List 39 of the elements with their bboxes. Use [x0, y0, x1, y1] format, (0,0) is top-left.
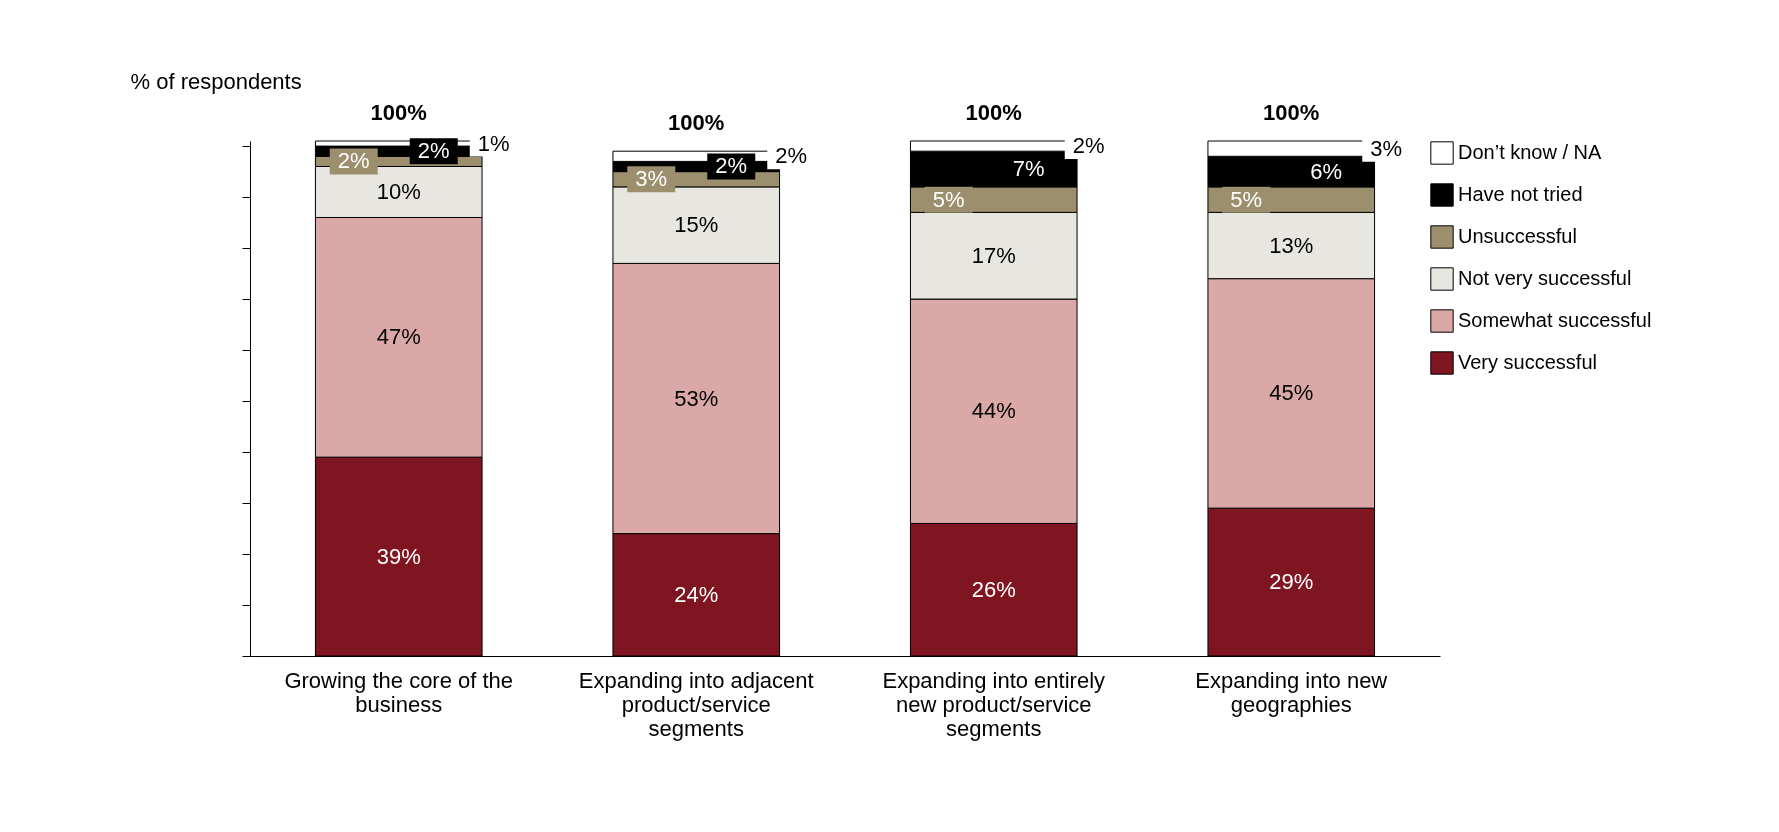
total-label: 100%: [370, 100, 427, 125]
data-label: 5%: [1230, 186, 1263, 212]
legend-label: Somewhat successful: [1458, 309, 1652, 331]
data-label: 47%: [376, 324, 421, 350]
legend-label: Unsuccessful: [1458, 225, 1577, 247]
y-axis-title: % of respondents: [130, 68, 302, 94]
data-label: 2%: [715, 153, 748, 179]
data-label: 13%: [1269, 232, 1314, 258]
data-label: 3%: [1370, 135, 1403, 161]
data-label: 2%: [1072, 133, 1105, 159]
legend-label: Not very successful: [1458, 267, 1632, 289]
total-label: 100%: [965, 100, 1022, 125]
data-label: 24%: [674, 581, 719, 607]
data-label: 2%: [417, 138, 450, 164]
data-label: 2%: [775, 143, 808, 169]
legend-label: Very successful: [1458, 351, 1597, 373]
x-tick-label: Expanding into entirely new product/service segments: [882, 667, 1106, 741]
data-label: 1%: [477, 130, 510, 156]
data-label: 53%: [674, 385, 719, 411]
data-label: 2%: [337, 148, 370, 174]
data-label: 45%: [1269, 380, 1314, 406]
data-label: 15%: [674, 212, 719, 238]
data-label: 10%: [376, 178, 421, 204]
legend-label: Have not tried: [1458, 183, 1583, 205]
x-tick-label: Expanding into new geographies: [1195, 667, 1388, 717]
data-label: 39%: [376, 543, 421, 569]
data-label: 44%: [971, 398, 1016, 424]
data-label: 26%: [971, 576, 1016, 602]
x-tick-label: Expanding into adjacent product/service segments: [578, 667, 814, 741]
data-label: 6%: [1310, 158, 1343, 184]
total-label: 100%: [668, 110, 725, 136]
data-label: 29%: [1269, 569, 1314, 595]
data-label: 7%: [1012, 156, 1045, 182]
data-label: 3%: [635, 166, 668, 192]
x-tick-label: Growing the core of the business: [284, 667, 514, 717]
data-label: 5%: [932, 186, 965, 212]
data-label: 17%: [971, 242, 1016, 268]
total-label: 100%: [1263, 100, 1320, 125]
legend-label: Don’t know / NA: [1458, 141, 1603, 163]
